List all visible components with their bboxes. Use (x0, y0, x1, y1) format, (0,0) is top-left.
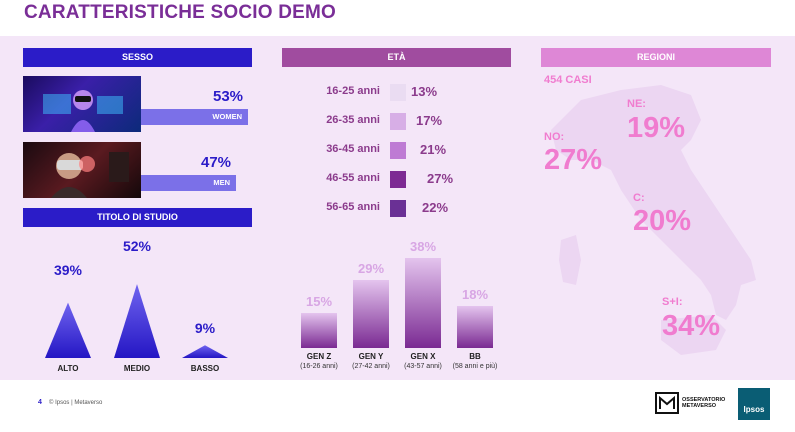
gen-sub: (16-26 anni) (300, 363, 338, 370)
footer-text: © Ipsos | Metaverso (49, 400, 103, 406)
gen-bar (405, 258, 441, 348)
women-pct: 53% (213, 88, 244, 105)
alto-label: ALTO (57, 364, 79, 373)
tri-alto (45, 302, 91, 358)
basso-pct: 9% (194, 320, 216, 336)
age-label: 16-25 anni (326, 85, 380, 97)
gen-bar (353, 279, 389, 348)
eta-header: ETÀ (282, 48, 511, 67)
age-swatch (390, 142, 406, 159)
age-pct: 13% (411, 84, 438, 99)
age-swatch (390, 171, 406, 188)
age-pct: 27% (427, 171, 454, 186)
gen-label: BB (469, 352, 481, 361)
alto-pct: 39% (53, 262, 83, 278)
region-label: C: (633, 192, 645, 204)
observatory-logo-text: OSSERVATORIO METAVERSO (682, 397, 726, 409)
italy-map-icon (551, 85, 756, 355)
titolo-header: TITOLO DI STUDIO (23, 208, 252, 227)
gen-pct: 18% (461, 286, 489, 302)
gen-sub: (43-57 anni) (404, 363, 442, 370)
ipsos-logo: Ipsos (738, 388, 770, 420)
gen-pct: 15% (305, 293, 333, 309)
gen-label: GEN X (410, 352, 436, 361)
region-pct: 20% (633, 205, 692, 237)
men-bar: MEN (141, 175, 236, 191)
age-label: 56-65 anni (326, 201, 380, 213)
region-pct: 34% (662, 310, 721, 342)
region-label: NE: (627, 98, 646, 110)
basso-label: BASSO (190, 364, 220, 373)
gen-sub: (58 anni e più) (452, 363, 498, 370)
gen-pct: 29% (357, 260, 385, 276)
titolo-triangles (45, 284, 228, 358)
page-title: CARATTERISTICHE SOCIO DEMO (24, 2, 337, 23)
medio-pct: 52% (122, 238, 152, 254)
age-pct: 21% (420, 142, 447, 157)
age-label: 46-55 anni (326, 172, 380, 184)
age-swatch (390, 113, 406, 130)
page-number: 4 (38, 399, 42, 406)
tri-basso (182, 345, 228, 358)
women-vr-illustration (43, 90, 123, 132)
women-vr-image (23, 76, 141, 132)
gen-sub: (27-42 anni) (352, 363, 390, 370)
region-label: S+I: (662, 296, 683, 308)
age-label: 36-45 anni (326, 143, 380, 155)
regioni-header: REGIONI (541, 48, 771, 67)
age-pct: 17% (416, 113, 443, 128)
men-vr-image (23, 142, 141, 198)
gen-bar (301, 312, 337, 348)
women-bar: WOMEN (141, 109, 248, 125)
age-label: 26-35 anni (326, 114, 380, 126)
tri-medio (114, 284, 160, 358)
sesso-header: SESSO (23, 48, 252, 67)
gen-label: GEN Y (358, 352, 384, 361)
gen-label: GEN Z (306, 352, 332, 361)
age-pct: 22% (422, 200, 449, 215)
medio-label: MEDIO (123, 364, 151, 373)
men-vr-illustration (51, 152, 129, 198)
men-pct: 47% (201, 154, 232, 171)
regioni-casi: 454 CASI (544, 74, 592, 86)
region-label: NO: (544, 131, 565, 143)
gen-bar (457, 305, 493, 348)
region-pct: 19% (627, 112, 686, 144)
age-swatch (390, 200, 406, 217)
region-pct: 27% (544, 144, 603, 176)
age-swatch (390, 84, 406, 101)
observatory-logo-icon (655, 392, 679, 414)
gen-pct: 38% (409, 239, 437, 255)
